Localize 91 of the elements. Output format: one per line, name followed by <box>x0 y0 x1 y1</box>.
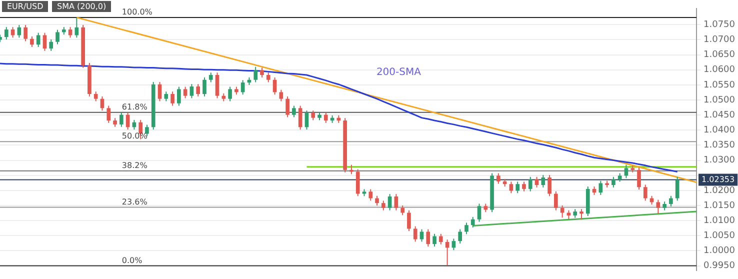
y-tick-label: 1.0650 <box>704 50 736 60</box>
candlestick <box>260 67 264 78</box>
y-tick-label: 1.0150 <box>704 200 736 211</box>
candlestick <box>522 181 526 192</box>
candlestick <box>375 195 379 206</box>
candlestick <box>516 181 520 194</box>
candlestick <box>598 180 603 196</box>
annotation: 100.0% <box>122 8 153 17</box>
candlestick <box>215 72 220 99</box>
candlestick <box>541 174 546 188</box>
y-tick-label: 1.0550 <box>704 80 736 90</box>
y-tick-label: 1.0300 <box>704 156 736 166</box>
candlestick <box>356 168 360 197</box>
candlestick <box>228 86 232 102</box>
annotation: 38.2% <box>122 160 148 170</box>
candlestick <box>420 228 424 242</box>
candlestick <box>624 164 628 179</box>
annotation: 61.8% <box>122 102 148 112</box>
y-tick-label: 1.0500 <box>704 95 736 106</box>
candlestick <box>407 210 411 232</box>
candlestick <box>400 205 404 216</box>
candlestick <box>4 26 8 40</box>
candlestick <box>324 112 328 124</box>
candlestick <box>311 110 316 121</box>
candlestick <box>496 172 500 184</box>
y-tick-label: 1.0450 <box>704 110 736 120</box>
candlestick <box>164 91 168 102</box>
ref-line-label: 1.02353 <box>702 174 735 184</box>
candlestick <box>279 89 284 102</box>
candlestick <box>548 174 552 197</box>
candlestick <box>202 76 206 97</box>
y-tick-label: 0.9950 <box>704 261 736 272</box>
candlestick <box>190 84 194 99</box>
candlestick <box>298 105 302 130</box>
candlestick <box>119 112 124 128</box>
candlestick <box>426 228 430 247</box>
candlestick <box>656 199 660 214</box>
candlestick <box>438 233 443 245</box>
y-tick-label: 1.0400 <box>704 126 736 136</box>
candlestick <box>106 105 111 124</box>
candlestick <box>183 86 188 99</box>
candlestick <box>643 184 648 202</box>
candlestick <box>36 32 40 48</box>
candlestick <box>470 216 475 228</box>
candlestick <box>464 222 468 235</box>
annotation: 23.6% <box>122 197 148 206</box>
candlestick <box>388 194 392 211</box>
y-tick-label: 1.0050 <box>704 230 736 241</box>
candlestick <box>458 228 462 244</box>
y-tick-label: 1.0100 <box>704 216 736 226</box>
candlestick <box>580 208 584 220</box>
candlestick <box>49 38 54 52</box>
candlestick <box>637 167 641 190</box>
candlestick <box>170 91 174 106</box>
candlestick <box>286 96 290 118</box>
candlestick <box>675 176 680 202</box>
y-tick-label: 1.0600 <box>704 65 736 76</box>
annotation: EUR/USD <box>2 1 48 12</box>
y-tick-label: 1.0350 <box>704 140 736 151</box>
candlestick <box>30 36 34 48</box>
candlestick <box>145 124 149 137</box>
annotation: SMA (200,0) <box>52 1 112 12</box>
series-label: 200-SMA <box>376 66 422 78</box>
candlestick <box>56 29 60 45</box>
candlestick <box>669 195 673 207</box>
candlestick <box>432 233 436 247</box>
candlestick <box>413 226 418 242</box>
candlestick <box>208 72 213 83</box>
candlestick <box>554 190 558 211</box>
y-tick-label: 1.0700 <box>704 35 736 46</box>
annotation: 0.0% <box>122 256 143 265</box>
candlestick <box>24 24 28 42</box>
candlestick <box>254 66 258 83</box>
candlestick <box>42 32 47 52</box>
y-tick-label: 1.0000 <box>704 246 736 256</box>
candlestick <box>94 91 98 102</box>
candlestick <box>368 188 373 202</box>
candlestick <box>196 84 200 97</box>
candlestick <box>528 176 532 192</box>
candlestick <box>394 194 398 211</box>
candlestick <box>381 200 386 211</box>
candlestick <box>304 110 309 130</box>
candlestick <box>477 203 482 222</box>
candlestick <box>612 176 616 188</box>
candlestick <box>266 72 270 83</box>
candlestick <box>292 105 296 118</box>
y-tick-label: 1.0200 <box>704 186 736 196</box>
candlestick <box>240 80 245 96</box>
y-tick-label: 1.0750 <box>704 20 736 30</box>
candlestick <box>177 86 181 106</box>
candlestick <box>158 81 162 102</box>
